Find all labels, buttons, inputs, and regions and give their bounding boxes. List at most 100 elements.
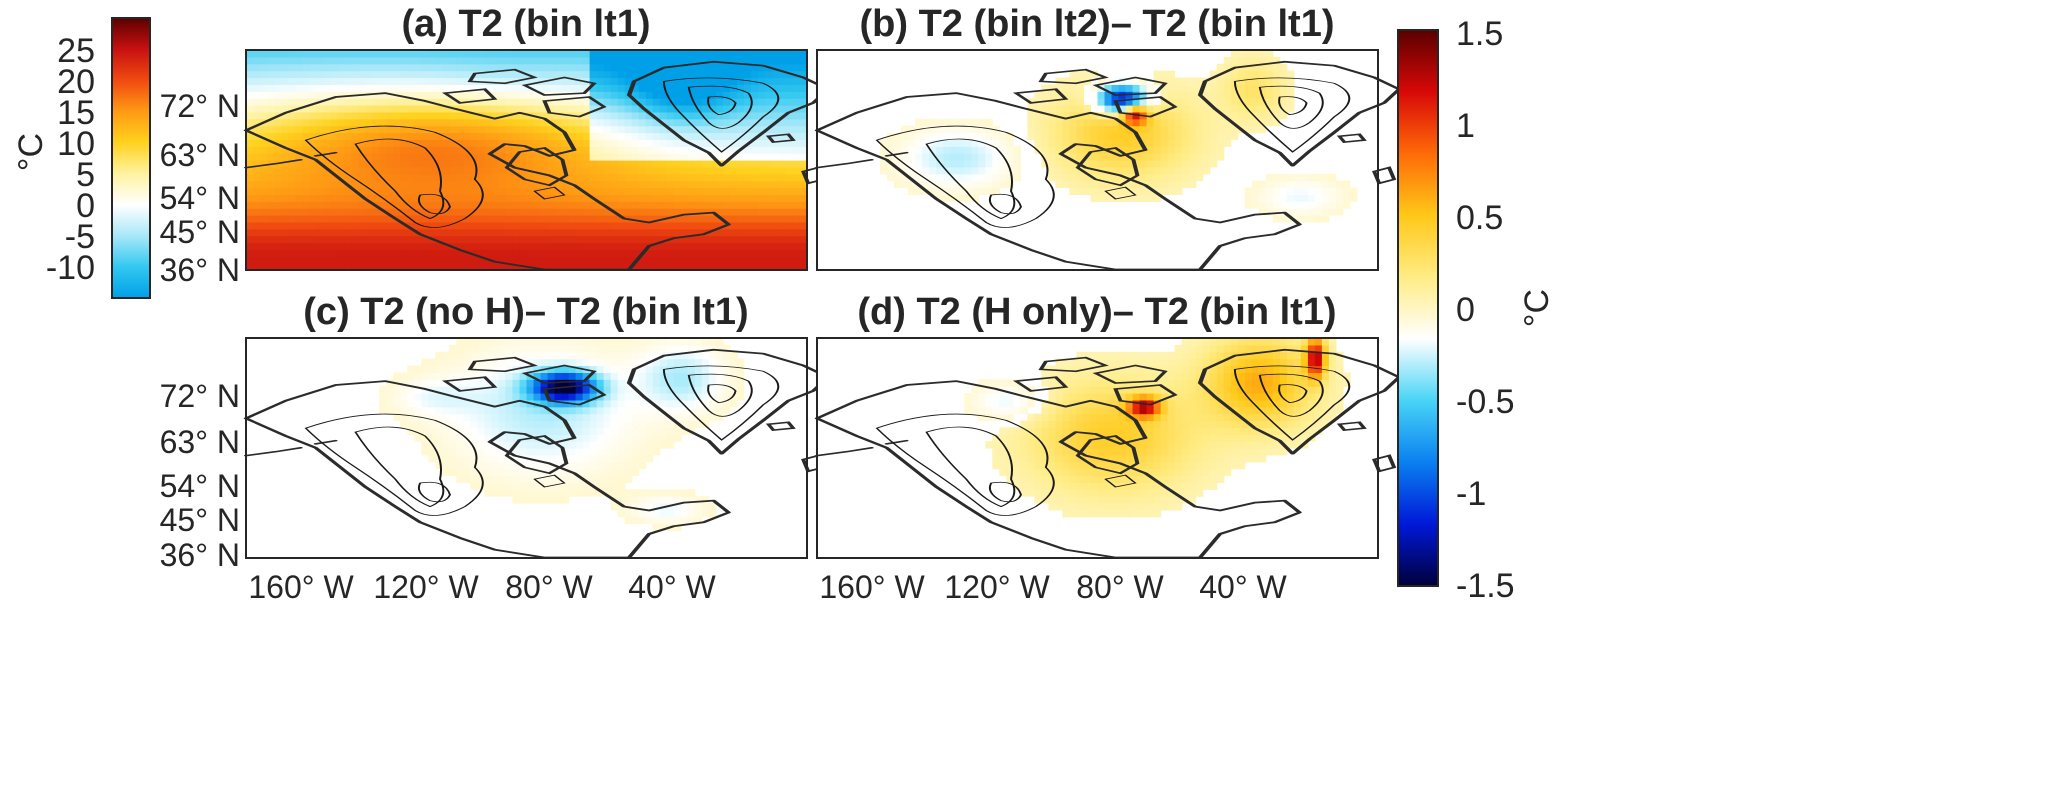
heatmap-cell [428,379,436,387]
heatmap-cell [785,242,794,250]
heatmap-cell [736,194,745,202]
heatmap-cell [498,77,507,85]
heatmap-cell [274,208,282,216]
heatmap-cell [589,160,598,168]
heatmap-cell [645,187,654,195]
heatmap-cell [1090,153,1099,161]
heatmap-cell [512,379,521,387]
heatmap-cell [1048,91,1057,99]
heatmap-cell [386,215,394,223]
heatmap-cell [442,454,450,463]
heatmap-cell [659,146,668,154]
heatmap-cell [498,194,507,202]
heatmap-cell [743,77,752,85]
heatmap-cell [554,105,563,113]
heatmap-cell [337,77,345,85]
heatmap-cell [1076,187,1085,195]
heatmap-cell [610,139,619,147]
heatmap-cell [526,221,535,230]
heatmap-cell [1216,153,1225,161]
heatmap-cell [477,434,486,442]
heatmap-cell [1076,146,1085,154]
heatmap-cell [519,256,528,264]
heatmap-cell [505,221,514,230]
heatmap-cell [372,221,380,230]
heatmap-cell [1160,139,1169,147]
heatmap-cell [617,84,626,92]
heatmap-cell [1146,125,1155,134]
heatmap-cell [778,235,787,244]
heatmap-cell [1209,420,1218,428]
heatmap-cell [1069,427,1078,435]
heatmap-cell [267,215,275,223]
heatmap-cell [659,153,668,161]
heatmap-cell [358,139,366,147]
heatmap-cell [267,70,275,79]
heatmap-cell [477,351,486,360]
heatmap-cell [505,50,514,58]
heatmap-cell [603,365,612,373]
heatmap-cell [1195,139,1204,147]
heatmap-cell [407,50,415,58]
heatmap-cell [547,111,556,120]
heatmap-cell [1230,461,1239,470]
heatmap-cell [729,215,738,223]
heatmap-cell [603,427,612,435]
heatmap-cell [666,496,675,504]
heatmap-cell [1181,132,1190,140]
heatmap-cell [449,132,457,140]
heatmap-cell [386,111,394,120]
heatmap-cell [1272,56,1281,65]
heatmap-cell [575,166,584,175]
heatmap-cell [610,358,619,367]
heatmap-cell [1076,139,1085,147]
heatmap-cell [344,263,352,271]
heatmap-cell [687,166,696,175]
heatmap-cell [526,249,535,257]
heatmap-cell [771,173,780,182]
heatmap-cell [491,454,500,463]
heatmap-cell [533,393,542,401]
heatmap-cell [351,50,359,58]
heatmap-cell [757,201,766,209]
heatmap-cell [596,358,605,367]
heatmap-cell [456,475,464,483]
heatmap-cell [589,98,598,106]
heatmap-cell [764,187,773,195]
heatmap-cell [470,180,479,189]
heatmap-cell [736,263,745,271]
heatmap-cell [743,146,752,154]
heatmap-cell [505,201,514,209]
heatmap-cell [652,434,661,442]
heatmap-cell [309,118,317,127]
heatmap-cell [295,173,303,182]
heatmap-cell [1188,91,1197,99]
heatmap-cell [351,98,359,106]
heatmap-cell [288,139,296,147]
heatmap-cell [456,399,464,408]
heatmap-cell [708,125,717,134]
heatmap-cell [540,338,549,346]
heatmap-cell [491,56,500,65]
heatmap-cell [1153,441,1162,449]
heatmap-cell [1258,77,1267,85]
heatmap-cell [267,118,275,127]
heatmap-cell [666,139,675,147]
heatmap-cell [582,461,591,470]
heatmap-cell [351,194,359,202]
heatmap-cell [407,180,415,189]
heatmap-cell [540,358,549,367]
heatmap-cell [554,160,563,168]
heatmap-cell [792,208,801,216]
heatmap-cell [603,91,612,99]
heatmap-cell [736,98,745,106]
heatmap-cell [379,56,387,65]
heatmap-cell [526,475,535,483]
heatmap-cell [645,406,654,415]
heatmap-cell [792,139,801,147]
heatmap-cell [659,496,668,504]
heatmap-cell [617,187,626,195]
heatmap-cell [554,454,563,463]
heatmap-cell [771,166,780,175]
heatmap-cell [316,263,324,271]
